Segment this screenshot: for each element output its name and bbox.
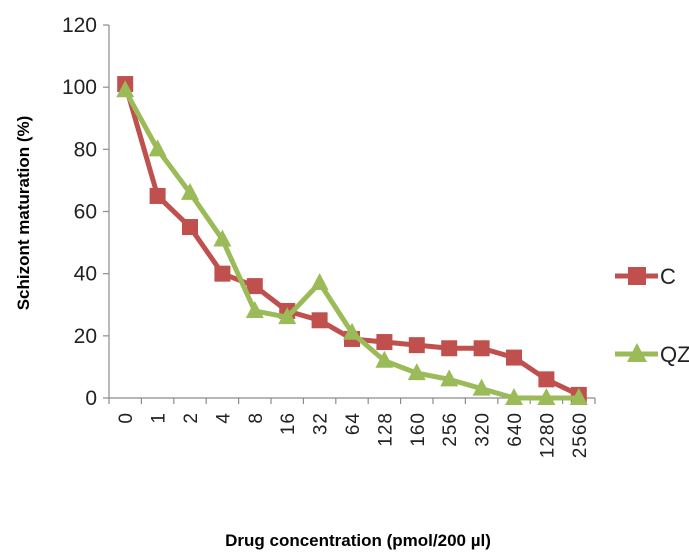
x-tick-label: 2560 [570,412,591,458]
data-point [116,80,135,98]
data-point [440,369,459,387]
series-line [122,83,580,398]
data-point [408,337,425,354]
x-axis-title: Drug concentration (pmol/200 µl) [225,531,491,550]
data-point [472,378,491,396]
data-point [376,334,393,351]
x-tick-label: 2 [181,412,202,424]
data-point [214,265,231,282]
data-point [310,272,329,290]
x-tick-label: 1 [149,412,170,424]
legend-item-qz: QZ [615,342,689,367]
data-point [537,388,556,405]
x-tick-label: 256 [440,412,461,447]
data-point [213,229,232,247]
data-point [149,187,166,204]
y-tick-labels: 0 20 40 60 80 100 120 [62,14,97,410]
data-point [148,139,167,157]
data-point [278,307,297,325]
data-point [441,340,458,357]
x-tick-label: 16 [278,412,299,435]
x-tick-label: 32 [311,412,332,435]
x-tick-label: 4 [213,412,234,424]
data-point [375,350,394,368]
legend-marker [628,267,646,285]
y-tick-label: 0 [85,387,97,410]
x-tick-label: 320 [473,412,494,447]
legend: C QZ [615,264,689,367]
data-point [538,371,555,388]
data-point [407,363,426,381]
y-axis-title: Schizont maturation (%) [14,116,33,311]
x-tick-label: 128 [375,412,396,447]
data-point [311,312,328,329]
x-tick-label: 8 [246,412,267,424]
y-tick-label: 60 [74,201,97,224]
y-tick-label: 120 [62,14,97,37]
series-layer [116,76,588,405]
series-c [117,76,587,403]
data-point [182,219,198,236]
x-tick-label: 160 [408,412,429,447]
y-tick-label: 100 [62,76,97,99]
legend-label: QZ [660,342,689,367]
y-tick-label: 20 [74,325,97,348]
data-point [245,300,264,318]
data-point [506,349,522,366]
data-point [473,340,490,357]
data-point [246,278,263,295]
legend-label: C [660,264,676,289]
y-tick-label: 40 [74,263,97,286]
data-point [569,388,588,405]
legend-item-c: C [615,264,676,289]
data-point [343,322,361,340]
legend-marker [627,343,647,362]
y-tick-label: 80 [74,138,97,161]
x-tick-label: 1280 [537,412,558,458]
x-tick-label: 64 [343,412,364,435]
x-tick-labels: 0 1 2 4 8 16 32 64 128 160 256 320 640 1280 2560 [116,412,591,458]
x-tick-label: 640 [505,412,526,447]
series-qz [116,80,588,405]
data-point [181,182,199,200]
data-point [505,388,523,405]
x-tick-label: 0 [116,412,137,424]
